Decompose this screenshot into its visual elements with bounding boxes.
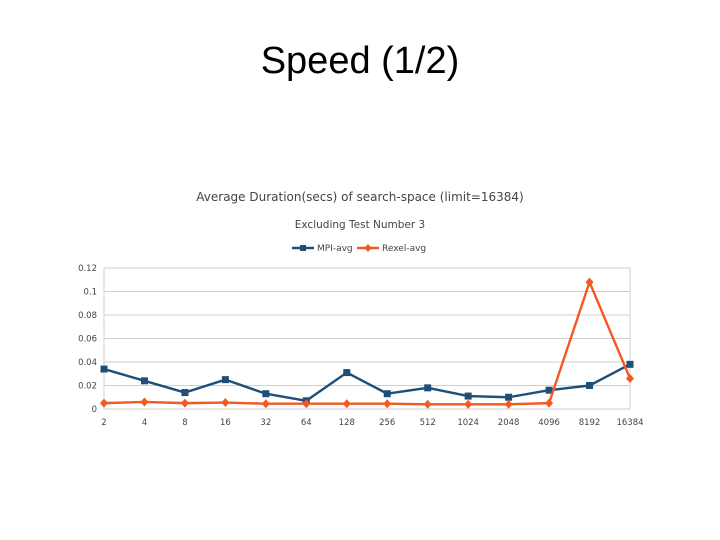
y-tick-label: 0.02 (78, 382, 97, 392)
legend-marker-rexel-avg (364, 244, 372, 252)
y-tick-label: 0.12 (78, 264, 97, 274)
x-tick-label: 2048 (498, 418, 520, 428)
y-tick-label: 0.1 (83, 288, 97, 298)
legend-label: MPI-avg (317, 244, 353, 254)
data-point-mpi-avg (100, 365, 108, 373)
chart-title: Average Duration(secs) of search-space (… (196, 190, 523, 204)
data-point-rexel-avg (423, 399, 432, 409)
data-point-rexel-avg (585, 277, 594, 287)
legend-label: Rexel-avg (382, 244, 426, 254)
data-point-mpi-avg (343, 369, 351, 377)
data-point-rexel-avg (383, 399, 392, 409)
data-point-rexel-avg (261, 399, 270, 409)
x-tick-label: 4096 (538, 418, 560, 428)
legend-marker-mpi-avg (300, 245, 306, 251)
x-tick-label: 4 (142, 418, 147, 428)
data-point-rexel-avg (100, 398, 108, 408)
data-point-rexel-avg (545, 398, 554, 408)
y-tick-label: 0.04 (78, 358, 97, 368)
data-point-mpi-avg (181, 389, 189, 397)
data-point-rexel-avg (342, 399, 351, 409)
data-point-rexel-avg (180, 398, 189, 408)
chart-subtitle: Excluding Test Number 3 (295, 219, 425, 231)
data-point-mpi-avg (586, 382, 594, 389)
x-tick-label: 512 (420, 418, 436, 428)
data-point-rexel-avg (140, 397, 149, 407)
x-tick-label: 16384 (616, 418, 643, 428)
x-tick-label: 8 (182, 418, 187, 428)
x-tick-label: 128 (339, 418, 355, 428)
data-point-mpi-avg (383, 390, 391, 398)
data-point-rexel-avg (221, 398, 230, 408)
data-point-mpi-avg (626, 360, 634, 368)
x-tick-label: 8192 (579, 418, 601, 428)
data-point-mpi-avg (262, 390, 270, 398)
series-line-mpi-avg (103, 363, 631, 402)
data-point-rexel-avg (626, 373, 634, 383)
x-tick-label: 32 (260, 418, 271, 428)
x-tick-label: 16 (220, 418, 231, 428)
data-point-mpi-avg (221, 376, 229, 384)
y-tick-label: 0.06 (78, 335, 97, 345)
series-line-rexel-avg (103, 280, 632, 406)
y-tick-label: 0 (92, 405, 97, 415)
data-point-mpi-avg (545, 386, 553, 394)
y-tick-label: 0.08 (78, 311, 97, 321)
data-point-rexel-avg (302, 399, 311, 409)
x-tick-label: 2 (101, 418, 106, 428)
data-point-rexel-avg (504, 399, 513, 409)
data-point-mpi-avg (140, 377, 148, 385)
x-tick-label: 256 (379, 418, 395, 428)
x-tick-label: 1024 (457, 418, 479, 428)
plot-area: 0 0.02 0.04 0.06 0.08 0.1 0.12 2 4 8 16 32 64 128 256 5… (78, 264, 643, 428)
slide-title: Speed (1/2) (260, 40, 460, 82)
data-point-mpi-avg (505, 393, 513, 401)
chart-legend: MPI-avg Rexel-avg (292, 244, 426, 254)
data-point-rexel-avg (464, 399, 473, 409)
data-point-mpi-avg (464, 392, 472, 400)
x-tick-label: 64 (301, 418, 312, 428)
data-point-mpi-avg (424, 384, 432, 392)
